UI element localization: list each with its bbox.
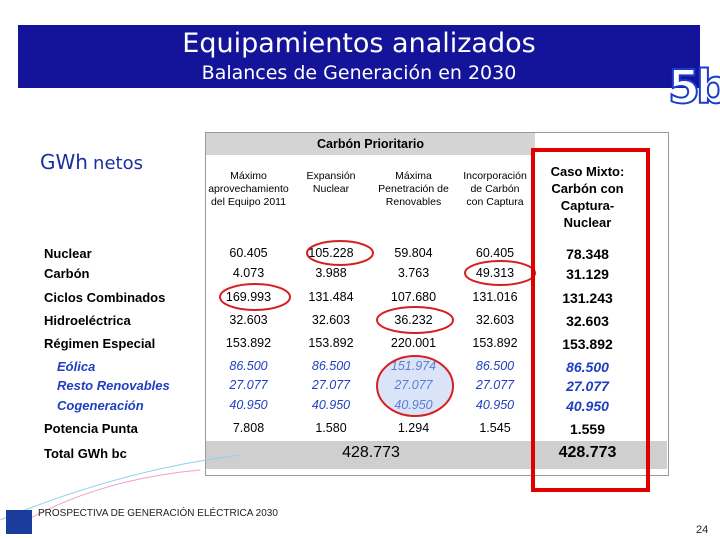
cell-value: 86.500: [229, 359, 268, 373]
cell-value: 32.603: [229, 313, 268, 327]
row-label: Cogeneración: [57, 398, 144, 413]
cell-value: 153.892: [472, 336, 518, 350]
row-label: Hidroeléctrica: [44, 313, 131, 328]
cell-value: 151.974: [390, 359, 437, 373]
units-label: GWh netos: [40, 150, 143, 174]
cell-value: 131.016: [472, 290, 518, 304]
cell-value: 60.405: [229, 246, 268, 260]
cell-value: 428.773: [558, 444, 617, 461]
cell-value: 86.500: [475, 359, 515, 373]
column-header: Máxima Penetración de Renovables: [378, 170, 449, 208]
slide-subtitle: Balances de Generación en 2030: [201, 62, 517, 84]
footer-text: PROSPECTIVA DE GENERACIÓN ELÉCTRICA 2030: [38, 508, 278, 519]
decor-line: [9, 469, 201, 531]
cell-value: 3.988: [315, 266, 347, 280]
cell-value: 27.077: [475, 378, 515, 392]
cell-value: 27.077: [394, 378, 433, 392]
cell-value: 428.773: [342, 444, 400, 461]
cell-value: 31.129: [566, 266, 609, 282]
cell-value: 107.680: [390, 290, 437, 304]
cell-value: 32.603: [475, 313, 515, 327]
cell-value: 27.077: [229, 378, 268, 392]
group-header: Carbón Prioritario: [317, 137, 424, 151]
cell-value: 1.545: [479, 421, 511, 435]
cell-value: 59.804: [394, 246, 433, 260]
cell-value: 153.892: [225, 336, 272, 350]
cell-value: 86.500: [566, 359, 609, 375]
row-label: Resto Renovables: [57, 378, 170, 393]
badge: 5b: [667, 59, 720, 115]
cell-value: 131.484: [308, 290, 354, 304]
cell-value: 4.073: [232, 266, 265, 280]
cell-value: 40.950: [394, 398, 433, 412]
cell-value: 60.405: [475, 246, 515, 260]
units-sub: netos: [93, 153, 143, 174]
cell-value: 1.559: [569, 421, 606, 437]
title-bar: [18, 25, 700, 88]
column-header: Expansión Nuclear: [306, 170, 356, 195]
cell-value: 131.243: [562, 290, 613, 306]
cell-value: 1.580: [315, 421, 347, 435]
cell-value: 27.077: [311, 378, 351, 392]
cell-value: 1.294: [397, 421, 430, 435]
slide-title: Equipamientos analizados: [182, 28, 536, 59]
cell-value: 27.077: [566, 378, 609, 394]
row-label: Potencia Punta: [44, 421, 138, 436]
cell-value: 78.348: [566, 246, 609, 262]
row-label: Carbón: [44, 266, 90, 281]
cell-value: 49.313: [475, 266, 515, 280]
cell-value: 40.950: [475, 398, 515, 412]
cell-value: 153.892: [562, 336, 613, 352]
cell-value: 32.603: [566, 313, 609, 329]
cell-value: 153.892: [308, 336, 354, 350]
cell-value: 7.808: [232, 421, 265, 435]
row-label: Nuclear: [44, 246, 92, 261]
row-label: Régimen Especial: [44, 336, 156, 351]
cell-value: 3.763: [397, 266, 430, 280]
row-label: Eólica: [57, 359, 96, 374]
logo: [6, 510, 32, 534]
page-number: 24: [696, 524, 709, 536]
row-label: Ciclos Combinados: [44, 290, 166, 305]
cell-value: 32.603: [311, 313, 351, 327]
cell-value: 169.993: [225, 290, 272, 304]
cell-value: 220.001: [390, 336, 437, 350]
cell-value: 36.232: [394, 313, 433, 327]
row-label: Total GWh bc: [44, 446, 127, 461]
cell-value: 40.950: [311, 398, 351, 412]
group-header-band: [206, 133, 535, 155]
cell-value: 105.228: [308, 246, 354, 260]
column-header: Incorporación de Carbón con Captura: [463, 170, 527, 208]
column-header: Máximo aprovechamiento del Equipo 2011: [208, 170, 289, 208]
cell-value: 40.950: [229, 398, 268, 412]
cell-value: 40.950: [566, 398, 609, 414]
column-header: Caso Mixto: Carbón con Captura- Nuclear: [550, 164, 625, 230]
cell-value: 86.500: [311, 359, 351, 373]
units-main: GWh: [40, 150, 88, 174]
